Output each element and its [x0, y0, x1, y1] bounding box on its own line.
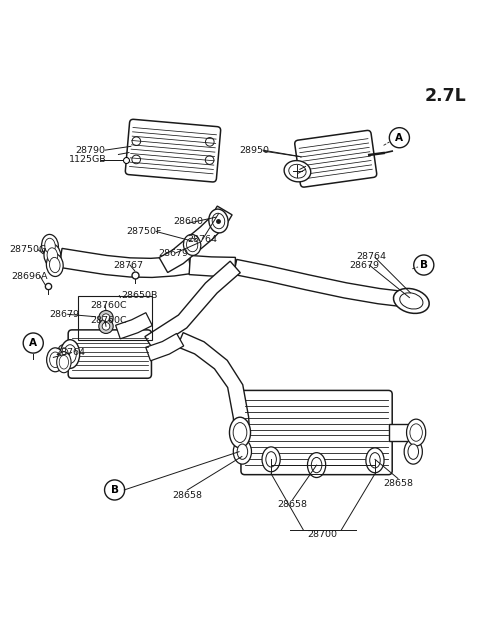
Ellipse shape — [47, 248, 58, 263]
Ellipse shape — [308, 453, 325, 478]
Text: 28764: 28764 — [356, 252, 386, 261]
FancyBboxPatch shape — [295, 131, 377, 187]
Ellipse shape — [183, 235, 201, 255]
Ellipse shape — [266, 451, 276, 467]
Text: B: B — [110, 485, 119, 495]
Polygon shape — [59, 248, 191, 277]
Ellipse shape — [408, 444, 419, 459]
Polygon shape — [145, 261, 240, 350]
Ellipse shape — [45, 239, 55, 253]
Ellipse shape — [212, 213, 225, 229]
Polygon shape — [389, 424, 413, 441]
Text: 28764: 28764 — [56, 348, 86, 357]
Ellipse shape — [394, 289, 429, 313]
Polygon shape — [177, 332, 250, 433]
Text: A: A — [29, 338, 37, 348]
Text: 28760C: 28760C — [91, 316, 127, 325]
FancyBboxPatch shape — [68, 330, 152, 378]
Ellipse shape — [49, 352, 61, 368]
Ellipse shape — [60, 348, 68, 360]
Text: 1125GB: 1125GB — [69, 155, 106, 164]
Text: 28700: 28700 — [307, 530, 337, 539]
Polygon shape — [234, 259, 404, 307]
Ellipse shape — [57, 345, 71, 364]
Polygon shape — [189, 255, 235, 276]
Text: 2.7L: 2.7L — [425, 87, 467, 105]
Polygon shape — [146, 334, 184, 361]
Text: 28750G: 28750G — [9, 245, 47, 254]
Text: B: B — [420, 260, 428, 270]
Ellipse shape — [60, 340, 80, 368]
Ellipse shape — [42, 235, 59, 257]
Ellipse shape — [57, 352, 71, 373]
Ellipse shape — [407, 419, 426, 446]
Ellipse shape — [47, 253, 63, 276]
Text: 28767: 28767 — [113, 260, 143, 269]
Ellipse shape — [370, 453, 380, 468]
Ellipse shape — [209, 209, 228, 233]
FancyBboxPatch shape — [241, 390, 392, 475]
Ellipse shape — [49, 257, 60, 273]
Ellipse shape — [404, 439, 422, 464]
Ellipse shape — [229, 417, 251, 448]
Ellipse shape — [64, 345, 76, 363]
Ellipse shape — [284, 161, 311, 182]
Ellipse shape — [233, 422, 247, 442]
Text: 28600: 28600 — [173, 217, 203, 226]
Ellipse shape — [400, 293, 423, 309]
Ellipse shape — [187, 238, 198, 251]
Text: 28760C: 28760C — [91, 301, 127, 310]
Text: 28696A: 28696A — [11, 271, 48, 280]
Ellipse shape — [366, 448, 384, 473]
Polygon shape — [159, 206, 232, 273]
Polygon shape — [116, 312, 152, 339]
FancyBboxPatch shape — [125, 120, 221, 182]
Text: 28658: 28658 — [277, 500, 308, 509]
Text: 28658: 28658 — [383, 479, 413, 488]
Circle shape — [99, 319, 113, 334]
Ellipse shape — [47, 348, 64, 372]
Ellipse shape — [410, 424, 422, 441]
Text: A: A — [396, 132, 403, 143]
Text: 28679: 28679 — [349, 260, 379, 269]
Text: 28764: 28764 — [187, 235, 217, 244]
Ellipse shape — [312, 457, 322, 473]
Ellipse shape — [44, 244, 61, 267]
Ellipse shape — [262, 447, 280, 472]
Ellipse shape — [59, 356, 69, 369]
Text: 28679: 28679 — [158, 249, 189, 258]
Text: 28650B: 28650B — [121, 291, 157, 300]
Text: 28750F: 28750F — [126, 227, 161, 236]
Circle shape — [102, 322, 110, 330]
Text: 28790: 28790 — [75, 146, 105, 155]
Text: 28950: 28950 — [239, 146, 269, 155]
Circle shape — [102, 314, 110, 322]
Ellipse shape — [237, 444, 248, 459]
Ellipse shape — [289, 165, 306, 178]
Bar — [78, 296, 153, 340]
Ellipse shape — [233, 439, 252, 464]
Text: 28658: 28658 — [172, 491, 203, 500]
Text: 28679: 28679 — [49, 310, 80, 319]
Polygon shape — [244, 424, 247, 441]
Circle shape — [99, 311, 113, 325]
